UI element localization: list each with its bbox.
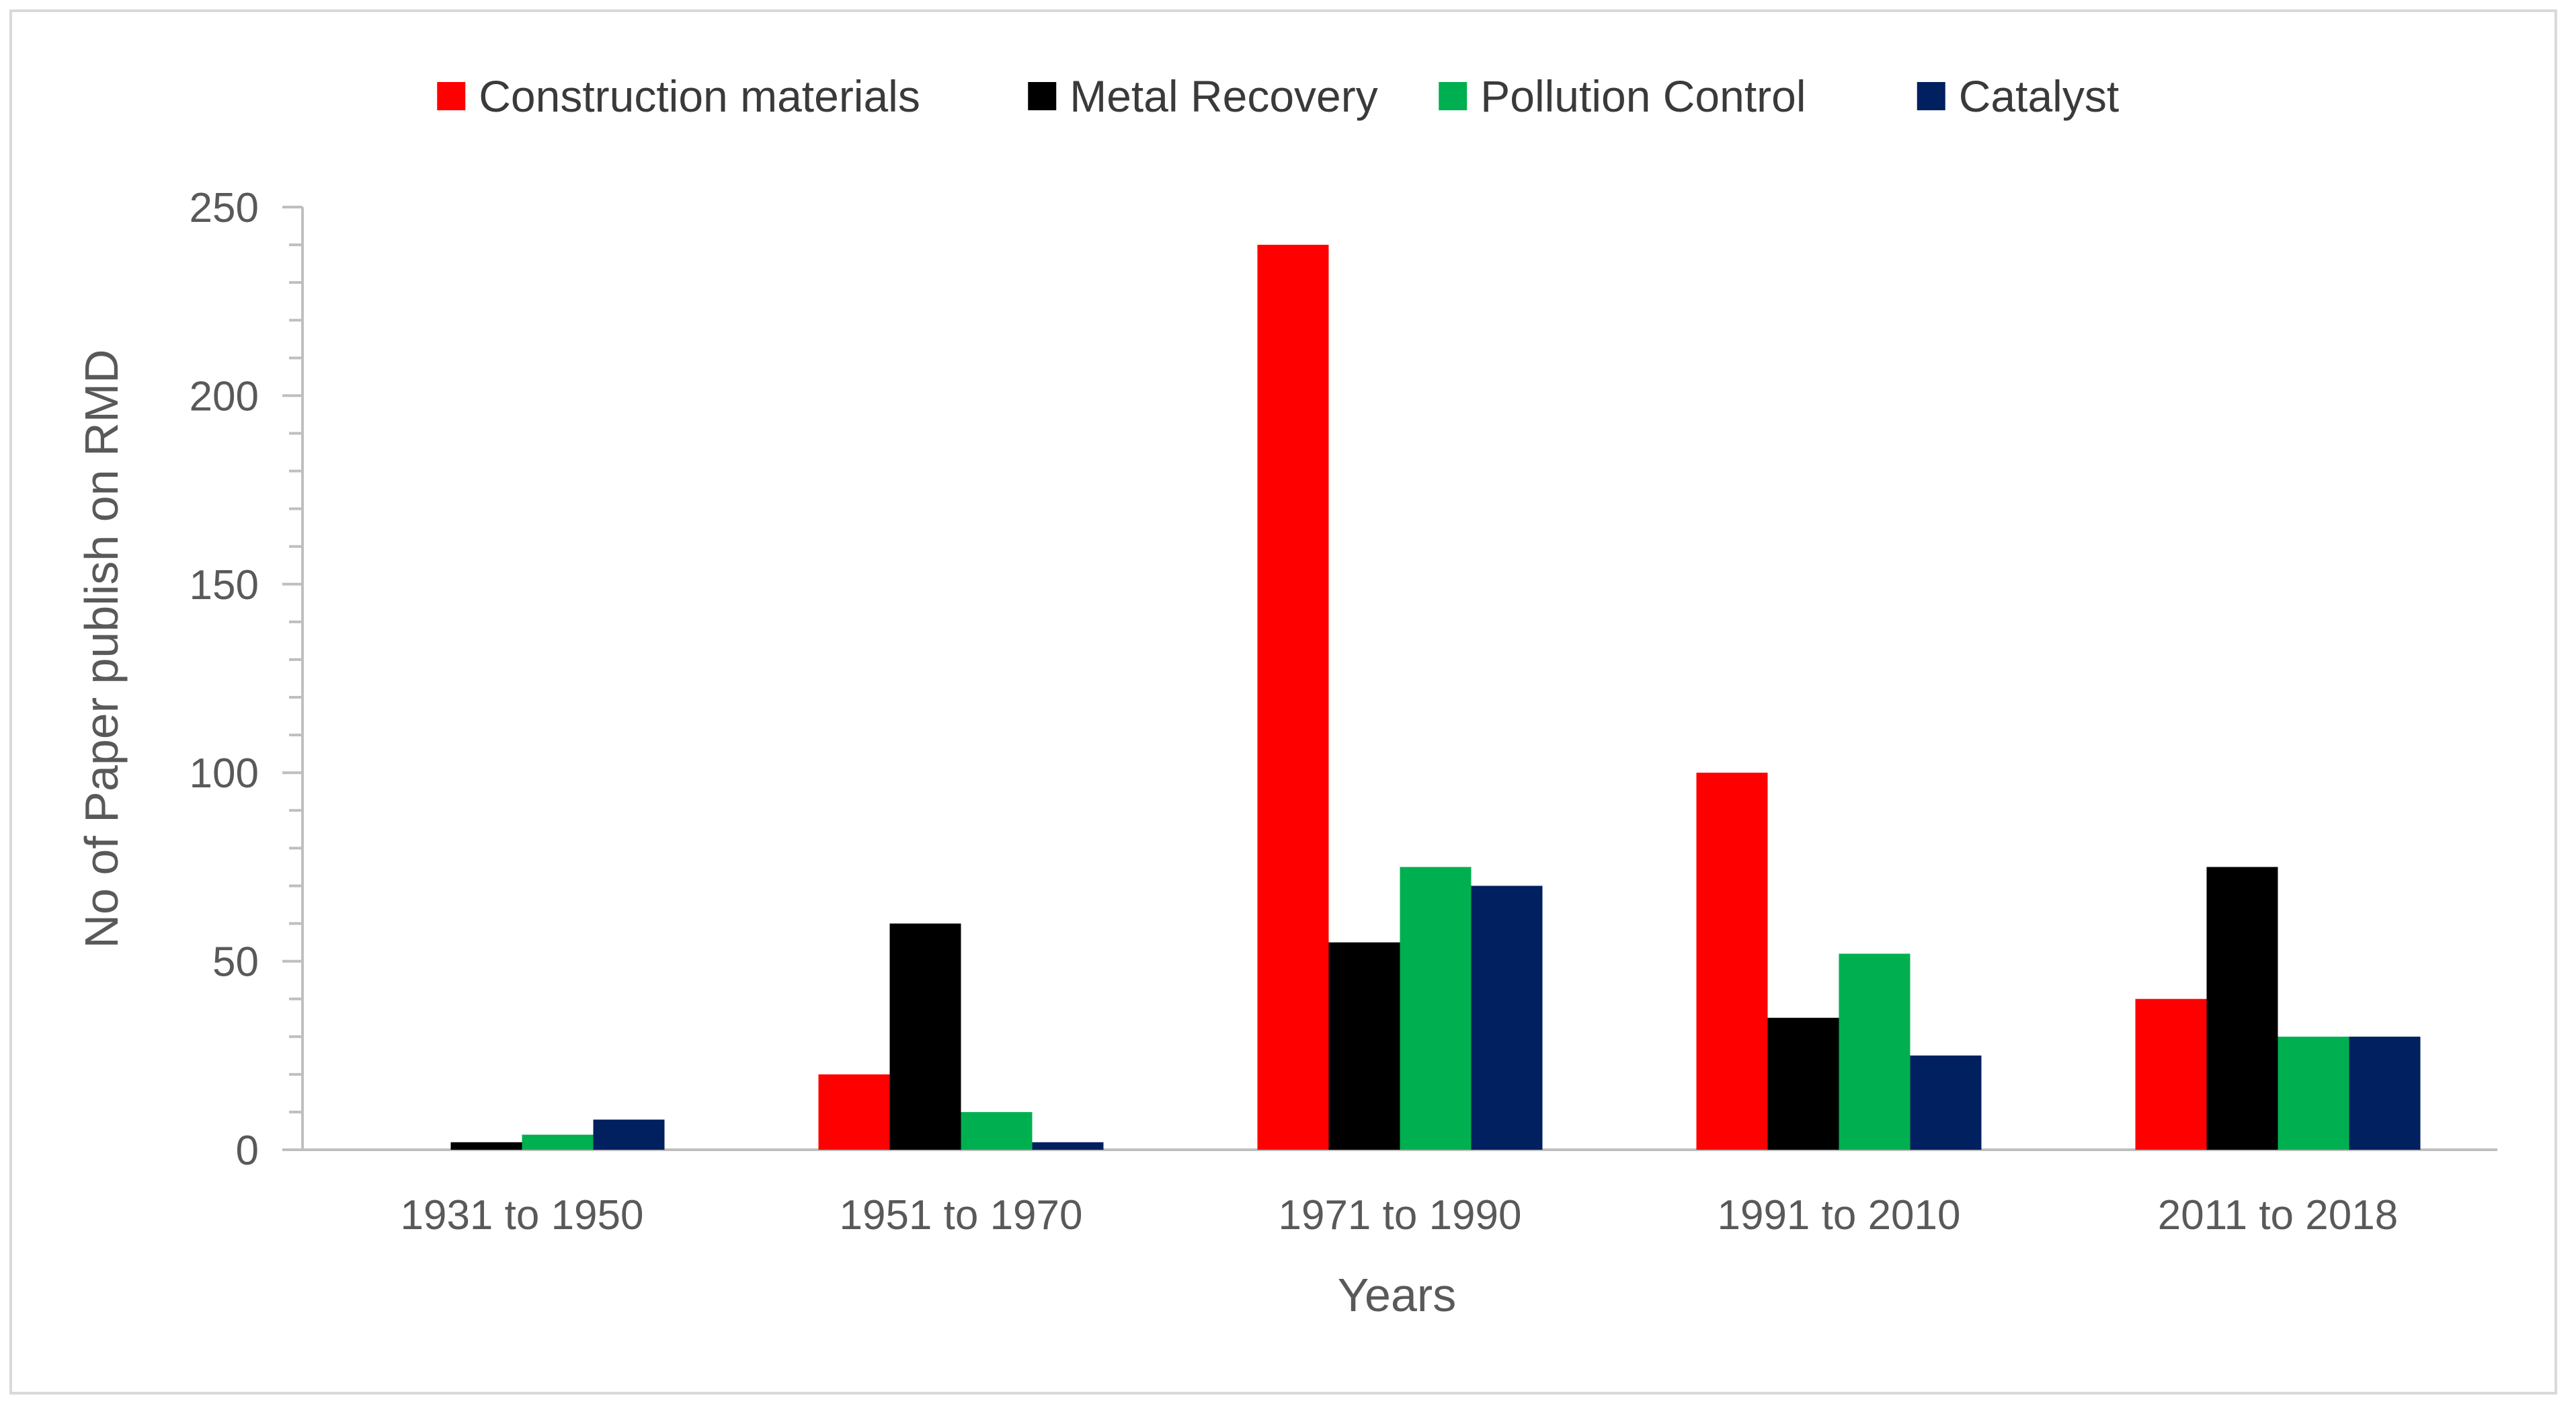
y-axis: 0 50 100 150 200 250 bbox=[190, 185, 304, 1174]
bar bbox=[1471, 886, 1543, 1150]
y-axis-title: No of Paper publish on RMD bbox=[75, 350, 128, 949]
legend-swatch bbox=[1439, 82, 1467, 110]
bar bbox=[2135, 998, 2207, 1150]
bar bbox=[818, 1074, 890, 1150]
bar bbox=[1839, 953, 1910, 1150]
bar bbox=[889, 923, 961, 1150]
bar bbox=[2206, 867, 2278, 1150]
y-tick-label: 150 bbox=[190, 562, 259, 609]
y-tick-label: 100 bbox=[190, 750, 259, 797]
bar bbox=[1400, 867, 1472, 1150]
legend-label: Pollution Control bbox=[1480, 71, 1806, 121]
bars-group bbox=[450, 245, 2421, 1150]
bar bbox=[961, 1111, 1033, 1150]
bar bbox=[1328, 942, 1400, 1150]
bar bbox=[1032, 1142, 1104, 1150]
x-tick-label: 1931 to 1950 bbox=[400, 1192, 643, 1239]
y-tick-label: 250 bbox=[190, 185, 259, 231]
legend-swatch bbox=[1028, 82, 1057, 110]
bar bbox=[1257, 245, 1329, 1150]
chart-legend: Construction materials Metal Recovery Poll… bbox=[437, 71, 2119, 121]
y-tick-label: 200 bbox=[190, 373, 259, 420]
bar bbox=[2349, 1036, 2421, 1150]
legend-swatch bbox=[437, 82, 466, 110]
bar bbox=[450, 1142, 522, 1150]
y-tick-label: 50 bbox=[212, 939, 259, 986]
x-tick-label: 1971 to 1990 bbox=[1278, 1192, 1521, 1239]
bar bbox=[522, 1134, 594, 1150]
x-axis-title: Years bbox=[1338, 1269, 1456, 1321]
legend-label: Metal Recovery bbox=[1070, 71, 1378, 121]
legend-label: Catalyst bbox=[1959, 71, 2119, 121]
x-axis: 1931 to 1950 1951 to 1970 1971 to 1990 1991… bbox=[303, 1148, 2497, 1239]
bar bbox=[2278, 1036, 2349, 1150]
bar bbox=[1767, 1017, 1839, 1150]
bar bbox=[593, 1120, 665, 1150]
x-tick-label: 1991 to 2010 bbox=[1717, 1192, 1960, 1239]
bar bbox=[1910, 1055, 1982, 1150]
x-tick-label: 1951 to 1970 bbox=[839, 1192, 1082, 1239]
legend-label: Construction materials bbox=[479, 71, 920, 121]
bar bbox=[1696, 773, 1768, 1150]
x-tick-label: 2011 to 2018 bbox=[2158, 1192, 2398, 1239]
legend-swatch bbox=[1917, 82, 1945, 110]
y-tick-label: 0 bbox=[236, 1128, 259, 1174]
